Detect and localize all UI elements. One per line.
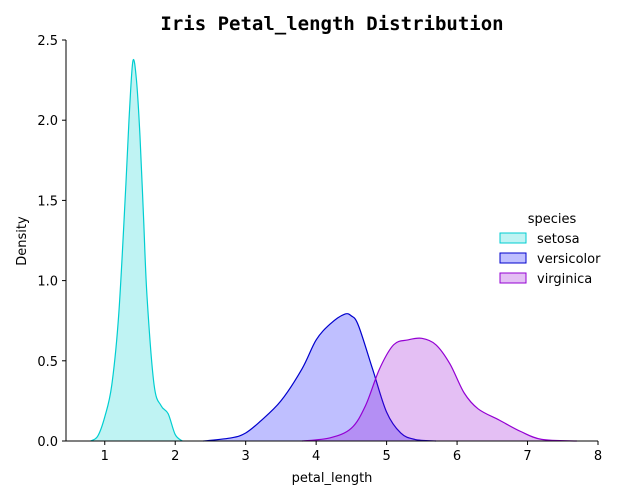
legend-label-virginica: virginica xyxy=(537,272,592,287)
legend-label-versicolor: versicolor xyxy=(537,252,601,267)
density-line-virginica xyxy=(301,337,577,442)
legend-title: species xyxy=(528,212,577,227)
legend-swatch-versicolor xyxy=(499,252,527,264)
density-area-setosa xyxy=(90,59,183,441)
y-axis-label: Density xyxy=(15,216,30,266)
density-area-versicolor xyxy=(203,313,436,441)
chart-title: Iris Petal_length Distribution xyxy=(160,13,503,35)
x-tick-label: 3 xyxy=(242,449,250,464)
axes xyxy=(65,40,598,442)
y-tick-label: 0.0 xyxy=(37,435,58,450)
x-ticks: 1 2 3 4 5 6 7 8 xyxy=(101,441,602,464)
x-tick-label: 7 xyxy=(523,449,531,464)
x-tick-label: 6 xyxy=(453,449,461,464)
x-tick-label: 1 xyxy=(101,449,109,464)
density-area-virginica xyxy=(302,338,577,441)
legend-label-setosa: setosa xyxy=(537,232,580,247)
density-line-setosa xyxy=(90,59,183,442)
x-tick-label: 2 xyxy=(171,449,179,464)
legend: species setosa versicolor virginica xyxy=(499,212,601,287)
legend-swatch-virginica xyxy=(499,272,527,284)
x-tick-label: 4 xyxy=(312,449,320,464)
x-axis-label: petal_length xyxy=(292,471,373,486)
y-tick-label: 1.0 xyxy=(37,275,58,290)
y-ticks: 0.0 0.5 1.0 1.5 2.0 2.5 xyxy=(37,34,66,450)
plot-area xyxy=(90,59,577,442)
y-tick-label: 0.5 xyxy=(37,355,58,370)
y-tick-label: 2.5 xyxy=(37,34,58,49)
density-line-versicolor xyxy=(203,313,436,442)
y-tick-label: 2.0 xyxy=(37,114,58,129)
legend-swatch-setosa xyxy=(499,232,527,244)
y-tick-label: 1.5 xyxy=(37,194,58,209)
x-tick-label: 8 xyxy=(594,449,602,464)
x-tick-label: 5 xyxy=(382,449,390,464)
